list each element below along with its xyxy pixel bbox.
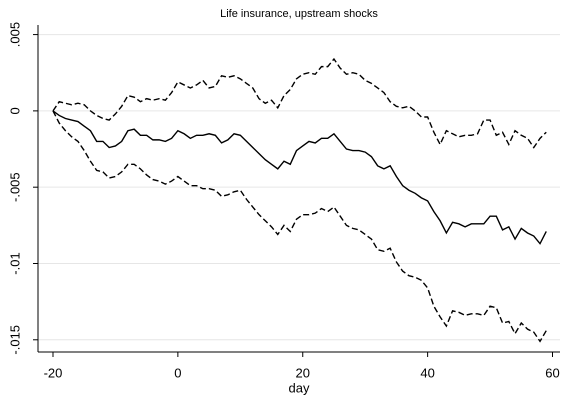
x-tick-label: 40 bbox=[420, 365, 434, 380]
data-line bbox=[52, 110, 547, 245]
y-tick-label: 0 bbox=[7, 107, 22, 114]
y-tick-label: -.005 bbox=[7, 172, 22, 202]
x-tick-label: 0 bbox=[174, 365, 181, 380]
y-tick-label: -.01 bbox=[7, 252, 22, 274]
x-tick-label: 20 bbox=[296, 365, 310, 380]
x-axis-label: day bbox=[289, 380, 310, 395]
chart-title: Life insurance, upstream shocks bbox=[220, 8, 378, 20]
x-tick-label: -20 bbox=[44, 365, 63, 380]
data-line bbox=[52, 110, 547, 343]
y-tick-label: -.015 bbox=[7, 325, 22, 355]
x-tick-label: 60 bbox=[545, 365, 559, 380]
y-tick-label: .005 bbox=[7, 22, 22, 47]
data-line bbox=[52, 57, 547, 149]
